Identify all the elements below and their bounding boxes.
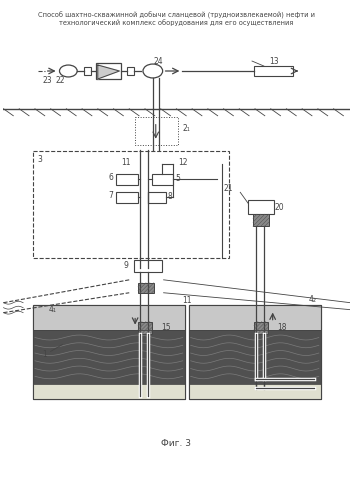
Bar (254, 66, 293, 76)
Text: 11: 11 (121, 158, 131, 167)
Bar (127, 67, 134, 75)
Text: 18: 18 (277, 323, 286, 332)
Bar (84, 67, 91, 75)
Polygon shape (98, 65, 119, 79)
Text: технологический комплекс оборудования для его осуществления: технологический комплекс оборудования дл… (59, 19, 294, 25)
Bar (138, 321, 152, 333)
Text: Способ шахтно-скважинной добычи сланцевой (труднoизвлекаемой) нефти и: Способ шахтно-скважинной добычи сланцево… (38, 11, 315, 19)
Text: Фиг. 3: Фиг. 3 (161, 440, 191, 449)
Bar (189, 305, 321, 399)
Text: 13: 13 (269, 56, 279, 65)
Text: 9: 9 (124, 261, 129, 270)
Text: 23: 23 (43, 76, 53, 85)
Bar (116, 175, 138, 185)
Bar (33, 305, 185, 399)
Text: 5: 5 (175, 174, 180, 183)
Bar (135, 117, 178, 145)
Text: 24: 24 (154, 56, 163, 65)
Bar (138, 283, 154, 293)
Bar (33, 305, 185, 399)
Text: 3: 3 (38, 155, 43, 164)
Bar (148, 192, 166, 203)
Text: 22: 22 (56, 76, 65, 85)
Bar (116, 192, 138, 203)
Text: 21: 21 (224, 184, 233, 193)
Text: 1: 1 (42, 350, 47, 359)
Text: 6: 6 (108, 173, 113, 182)
Text: 4₁: 4₁ (49, 305, 56, 314)
Bar (189, 329, 321, 384)
Bar (189, 305, 321, 399)
Text: 2₁: 2₁ (183, 124, 190, 133)
Text: 15: 15 (161, 323, 170, 332)
Bar (189, 305, 321, 329)
Bar (152, 175, 173, 185)
Text: 8: 8 (167, 192, 172, 201)
Bar (33, 305, 185, 329)
Text: 11: 11 (182, 296, 191, 305)
Bar (96, 63, 121, 79)
Text: 7: 7 (108, 191, 113, 200)
Bar (253, 214, 269, 226)
Bar (33, 329, 185, 384)
Bar (33, 384, 185, 399)
Text: 20: 20 (275, 203, 285, 212)
Text: 4₂: 4₂ (309, 295, 317, 304)
Bar (189, 384, 321, 399)
Bar (248, 200, 274, 214)
Bar (254, 321, 268, 333)
Text: 12: 12 (179, 158, 188, 167)
Bar (134, 260, 162, 272)
Bar (33, 151, 229, 258)
